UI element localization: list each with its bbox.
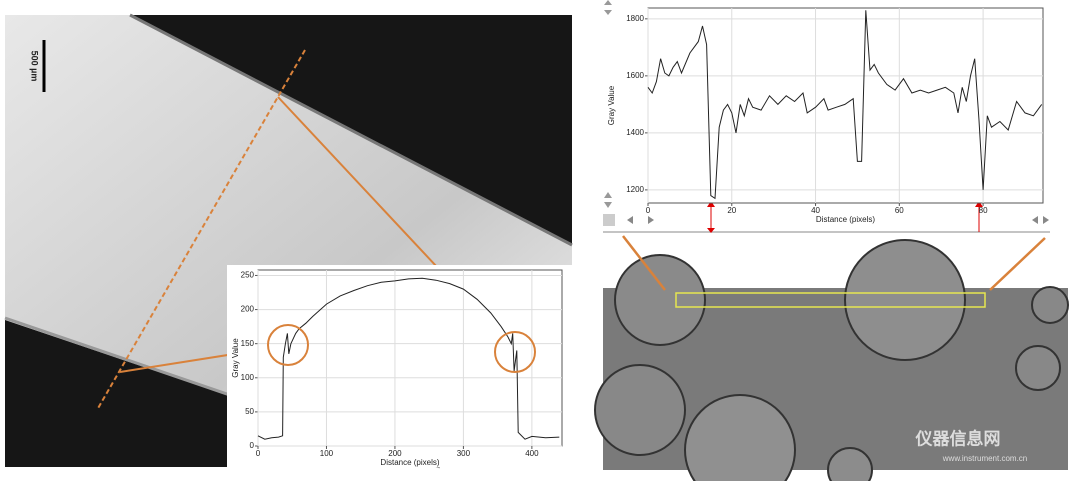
x-tick-label: 300 bbox=[457, 449, 471, 458]
y-tick-label: 1600 bbox=[626, 71, 644, 80]
scale-bar-label: 500 µm bbox=[30, 51, 40, 82]
plot-area bbox=[257, 269, 563, 447]
y-tick-label: 1200 bbox=[626, 185, 644, 194]
x-tick-label: 100 bbox=[320, 449, 334, 458]
highlight-circles bbox=[267, 324, 536, 373]
profile-line bbox=[647, 10, 1043, 200]
x-tick-label: 60 bbox=[895, 206, 904, 215]
y-tick-label: 0 bbox=[250, 441, 255, 450]
y-tick-label: 200 bbox=[241, 305, 255, 314]
watermark: 仪器信息网 bbox=[915, 428, 1001, 448]
x-axis-label: Distance (pixels) bbox=[816, 215, 875, 224]
y-tick-label: 100 bbox=[241, 373, 255, 382]
plot-area bbox=[647, 7, 1044, 204]
profile-toolbar bbox=[603, 0, 1050, 233]
profile-line bbox=[257, 277, 560, 440]
micrograph-right: 仪器信息网 www.instrument.com.cn bbox=[594, 235, 1069, 486]
x-tick-label: 200 bbox=[388, 449, 402, 458]
y-axis-label: Gray Value bbox=[607, 85, 616, 125]
y-tick-label: 1800 bbox=[626, 14, 644, 23]
x-tick-label: 20 bbox=[727, 206, 736, 215]
x-tick-label: 80 bbox=[979, 206, 988, 215]
watermark-url: www.instrument.com.cn bbox=[942, 454, 1027, 463]
y-tick-label: 150 bbox=[241, 339, 255, 348]
x-tick-label: 40 bbox=[811, 206, 820, 215]
y-tick-label: 50 bbox=[245, 407, 254, 416]
x-axis-label: Distance (pixels) bbox=[380, 458, 439, 467]
y-tick-label: 250 bbox=[241, 271, 255, 280]
y-tick-label: 1400 bbox=[626, 128, 644, 137]
x-tick-label: 400 bbox=[525, 449, 539, 458]
x-tick-label: 0 bbox=[256, 449, 261, 458]
y-axis-label: Gray Value bbox=[231, 338, 240, 378]
x-tick-label: 0 bbox=[646, 206, 651, 215]
